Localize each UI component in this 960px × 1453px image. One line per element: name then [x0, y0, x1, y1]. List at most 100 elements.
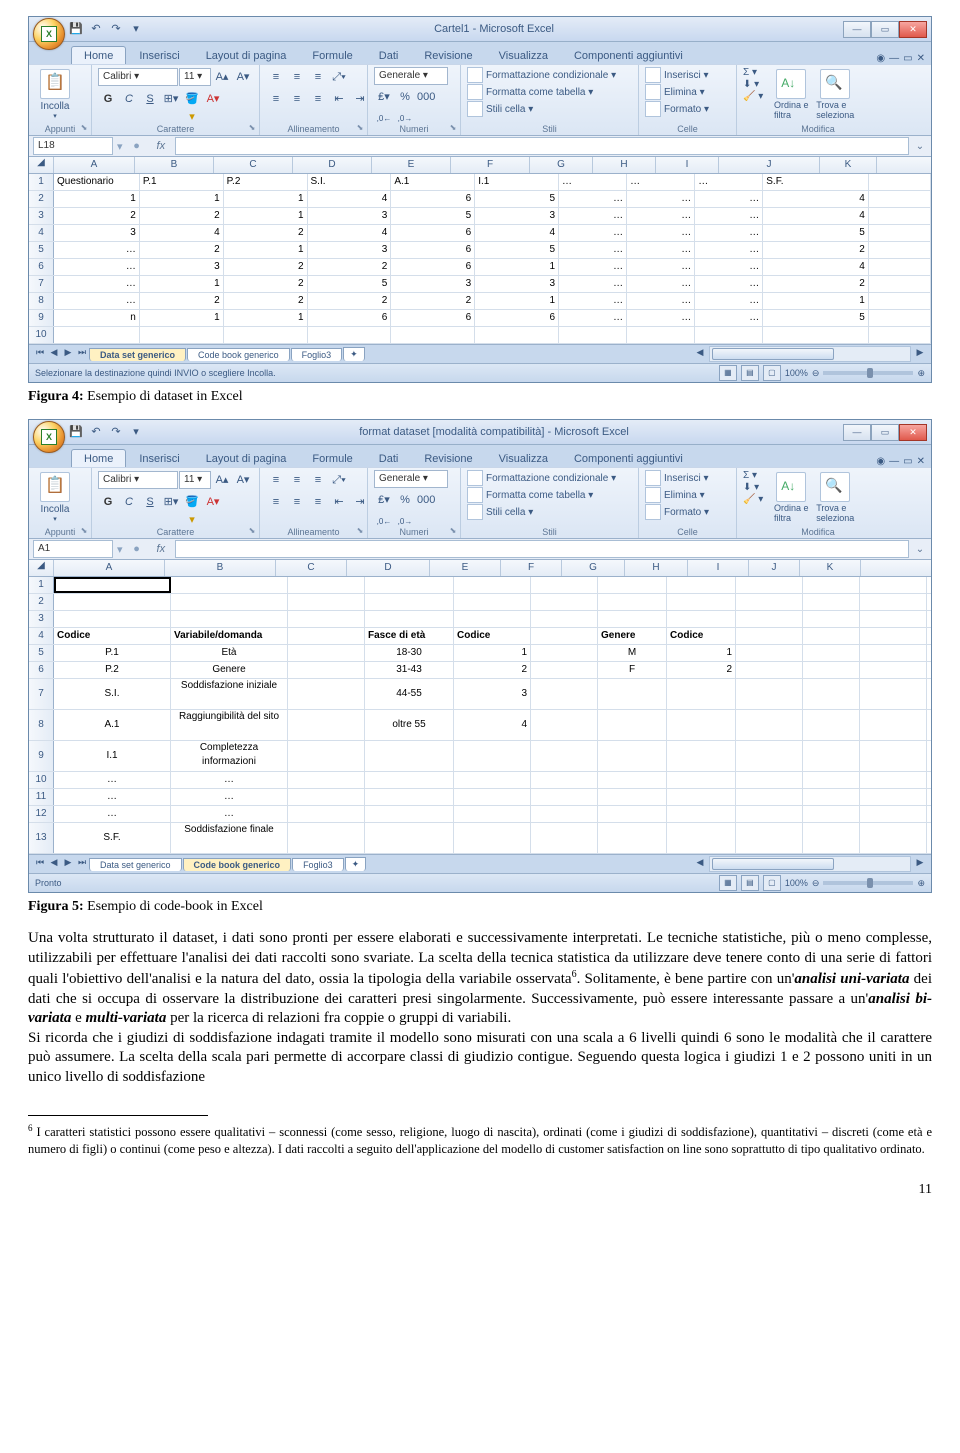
column-header[interactable]: G [562, 560, 625, 576]
cell[interactable]: 2 [140, 208, 224, 224]
cell[interactable]: 6 [308, 310, 392, 326]
fill-icon[interactable]: ⬇ ▾ [743, 79, 763, 90]
cell[interactable]: Variabile/domanda [171, 628, 288, 644]
cell[interactable] [365, 789, 454, 805]
select-all-corner[interactable]: ◢ [29, 157, 54, 173]
cell[interactable]: 5 [763, 225, 869, 241]
column-header[interactable]: G [530, 157, 593, 173]
cell[interactable]: 1 [667, 645, 736, 661]
cell[interactable]: … [54, 242, 140, 258]
cell[interactable]: 5 [308, 276, 392, 292]
cell[interactable]: 1 [224, 310, 308, 326]
align-center-icon[interactable]: ≡ [287, 492, 307, 512]
cell[interactable]: 5 [475, 242, 559, 258]
cell[interactable] [803, 789, 860, 805]
cell[interactable] [365, 611, 454, 627]
cell[interactable]: … [559, 259, 627, 275]
align-top-icon[interactable]: ≡ [266, 67, 286, 87]
formula-input[interactable] [175, 137, 909, 155]
cell[interactable] [598, 710, 667, 740]
align-right-icon[interactable]: ≡ [308, 492, 328, 512]
cell[interactable]: … [54, 259, 140, 275]
fill-icon[interactable]: ⬇ ▾ [743, 482, 763, 493]
cell[interactable]: Questionario [54, 174, 140, 190]
cell[interactable] [763, 327, 869, 343]
ribbon-tab[interactable]: Home [71, 46, 126, 64]
column-header[interactable]: B [135, 157, 214, 173]
cell[interactable] [531, 772, 598, 788]
cell[interactable] [667, 577, 736, 593]
font-name-select[interactable]: Calibri ▾ [98, 68, 178, 86]
cell[interactable] [736, 823, 803, 853]
cell[interactable]: Codice [667, 628, 736, 644]
cell[interactable]: … [695, 208, 763, 224]
cells-item[interactable]: Inserisci ▾ [645, 67, 709, 83]
cell[interactable] [736, 594, 803, 610]
sheet-nav-prev-icon[interactable]: ◀ [47, 347, 61, 361]
zoom-in-icon[interactable]: ⊕ [917, 878, 925, 889]
cell[interactable]: … [171, 772, 288, 788]
cell[interactable]: 1 [224, 191, 308, 207]
find-select-button[interactable]: Trova eseleziona [815, 67, 855, 121]
row-header[interactable]: 8 [29, 710, 54, 740]
qat-save-icon[interactable]: 💾 [67, 20, 85, 38]
cell[interactable]: Fasce di età [365, 628, 454, 644]
cell[interactable] [365, 823, 454, 853]
cell[interactable]: A.1 [391, 174, 475, 190]
cell[interactable] [531, 611, 598, 627]
row-header[interactable]: 2 [29, 594, 54, 610]
cell[interactable] [736, 806, 803, 822]
cell[interactable]: … [627, 208, 695, 224]
row-header[interactable]: 1 [29, 174, 54, 190]
name-box[interactable]: A1 [33, 540, 113, 558]
cell[interactable] [860, 594, 927, 610]
cell[interactable] [598, 823, 667, 853]
cells-item[interactable]: Elimina ▾ [645, 84, 709, 100]
cell[interactable] [667, 741, 736, 771]
cell[interactable]: … [559, 225, 627, 241]
cell[interactable] [860, 806, 927, 822]
clear-icon[interactable]: 🧹 ▾ [743, 494, 763, 505]
align-left-icon[interactable]: ≡ [266, 89, 286, 109]
cell[interactable] [288, 823, 365, 853]
cell[interactable]: 44-55 [365, 679, 454, 709]
style-item[interactable]: Formattazione condizionale ▾ [467, 470, 616, 486]
cell[interactable]: 5 [475, 191, 559, 207]
cell[interactable]: … [171, 789, 288, 805]
ribbon-tab[interactable]: Home [71, 449, 126, 467]
cell[interactable] [365, 594, 454, 610]
cell[interactable]: 4 [763, 191, 869, 207]
indent-dec-icon[interactable]: ⇤ [329, 492, 349, 512]
underline-button[interactable]: S [140, 89, 160, 109]
sort-filter-button[interactable]: Ordina efiltra [771, 67, 811, 121]
cell[interactable] [598, 772, 667, 788]
row-header[interactable]: 10 [29, 772, 54, 788]
cell[interactable]: 1 [763, 293, 869, 309]
row-header[interactable]: 4 [29, 225, 54, 241]
select-all-corner[interactable]: ◢ [29, 560, 54, 576]
doc-close-icon[interactable]: ✕ [917, 53, 925, 64]
cell[interactable]: Completezza informazioni [171, 741, 288, 771]
cell[interactable] [667, 772, 736, 788]
cell[interactable]: 1 [140, 191, 224, 207]
expand-formula-icon[interactable]: ⌄ [913, 544, 927, 555]
cell[interactable] [860, 645, 927, 661]
cell[interactable] [869, 191, 931, 207]
cell[interactable]: … [559, 276, 627, 292]
cell[interactable]: … [695, 259, 763, 275]
sheet-nav-next-icon[interactable]: ▶ [61, 857, 75, 871]
cell[interactable]: 4 [763, 259, 869, 275]
cell[interactable] [598, 577, 667, 593]
sheet-tab[interactable]: Foglio3 [291, 348, 343, 361]
cell[interactable] [736, 772, 803, 788]
align-mid-icon[interactable]: ≡ [287, 67, 307, 87]
cell[interactable]: 4 [454, 710, 531, 740]
sheet-nav-next-icon[interactable]: ▶ [61, 347, 75, 361]
sheet-tab[interactable]: Code book generico [183, 858, 292, 871]
sheet-tab[interactable]: Code book generico [187, 348, 290, 361]
cell[interactable] [171, 611, 288, 627]
row-header[interactable]: 5 [29, 645, 54, 661]
cell[interactable]: 1 [54, 191, 140, 207]
cell[interactable]: … [627, 191, 695, 207]
cell[interactable]: 4 [475, 225, 559, 241]
